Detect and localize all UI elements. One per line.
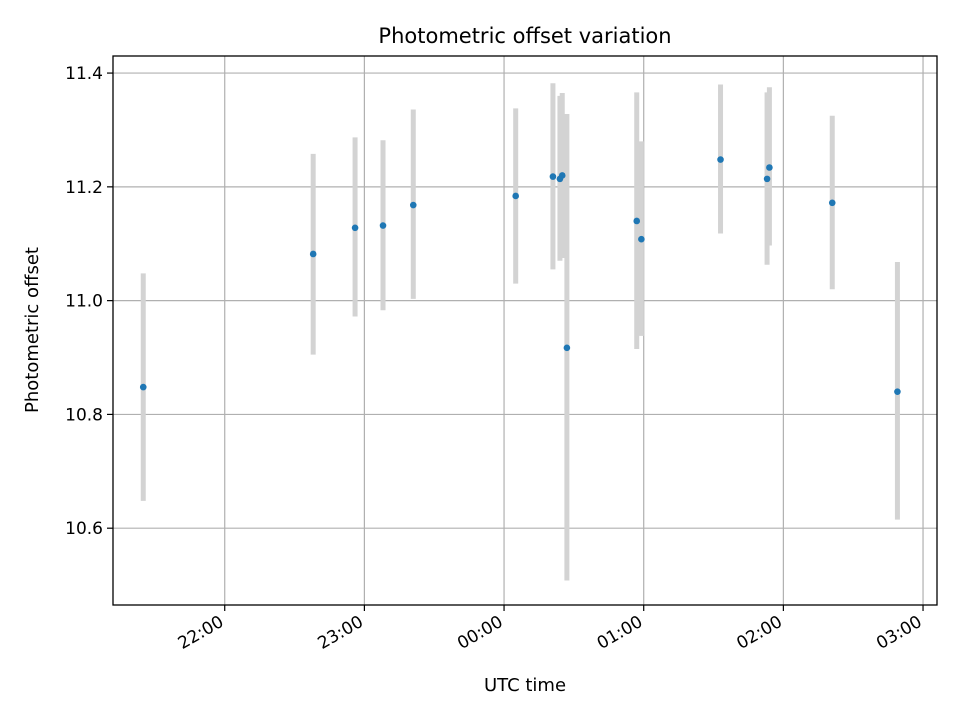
data-point xyxy=(717,156,724,163)
data-point xyxy=(512,192,519,200)
data-point xyxy=(351,224,359,232)
plot-frame xyxy=(112,55,938,606)
chart-title: Photometric offset variation xyxy=(378,24,671,48)
data-point xyxy=(638,235,645,243)
y-tick-label: 11.0 xyxy=(65,292,103,312)
y-axis-ticks: 10.6 10.8 11.0 11.2 11.4 xyxy=(65,64,113,539)
data-point xyxy=(633,217,641,225)
y-tick-label: 10.6 xyxy=(65,519,103,539)
x-tick-label: 00:00 xyxy=(454,612,506,654)
data-point xyxy=(139,383,147,391)
data-points xyxy=(139,156,901,395)
x-axis-ticks: 22:00 23:00 00:00 01:00 02:00 03:00 xyxy=(175,605,926,654)
x-tick-label: 02:00 xyxy=(733,612,785,654)
x-tick-label: 03:00 xyxy=(873,612,925,654)
x-axis-label: UTC time xyxy=(484,675,566,696)
data-point xyxy=(409,201,417,209)
y-tick-label: 10.8 xyxy=(65,405,103,425)
data-point xyxy=(763,175,771,183)
y-axis-label: Photometric offset xyxy=(22,247,43,413)
x-tick-label: 22:00 xyxy=(175,612,227,654)
data-point xyxy=(549,173,557,180)
data-point xyxy=(766,164,773,171)
x-tick-label: 01:00 xyxy=(594,612,646,654)
y-tick-label: 11.2 xyxy=(65,178,103,198)
data-point xyxy=(558,172,566,179)
error-bars xyxy=(140,83,900,581)
grid-lines xyxy=(113,56,937,605)
data-point xyxy=(894,388,901,395)
x-tick-label: 23:00 xyxy=(314,612,366,654)
y-tick-label: 11.4 xyxy=(65,64,103,84)
data-point xyxy=(379,222,387,229)
data-point xyxy=(563,344,571,352)
data-point xyxy=(309,250,317,258)
data-point xyxy=(828,199,836,207)
